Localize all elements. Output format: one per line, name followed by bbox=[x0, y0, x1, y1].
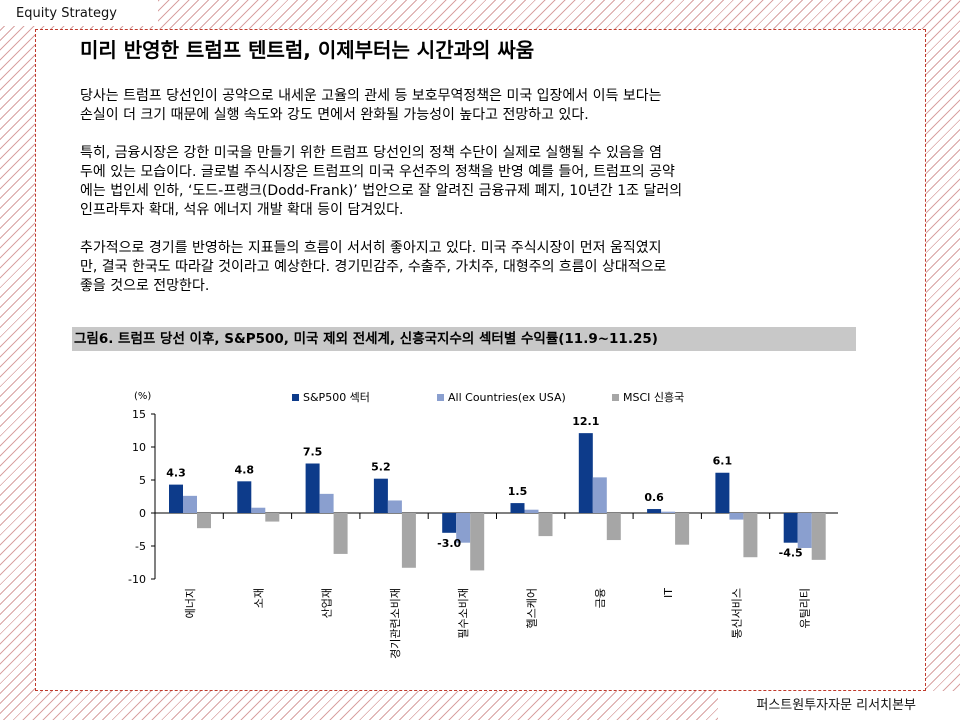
data-label: 7.5 bbox=[303, 446, 323, 459]
y-tick-label: 5 bbox=[139, 474, 146, 487]
bar-3 bbox=[333, 513, 348, 554]
category-label: 헬스케어 bbox=[526, 588, 539, 628]
bar-3 bbox=[675, 513, 690, 545]
bar-1 bbox=[373, 478, 388, 513]
y-tick-label: 10 bbox=[132, 441, 146, 454]
data-label: -4.5 bbox=[779, 547, 803, 560]
bar-2 bbox=[797, 513, 812, 548]
bar-1 bbox=[442, 513, 457, 533]
category-label: 금융 bbox=[594, 588, 607, 608]
bar-2 bbox=[183, 495, 197, 513]
legend-swatch-3 bbox=[612, 394, 619, 401]
y-tick-label: 0 bbox=[139, 507, 146, 520]
legend-label-3: MSCI 신흥국 bbox=[623, 390, 684, 404]
data-label: 4.8 bbox=[235, 463, 255, 476]
legend-swatch-1 bbox=[292, 394, 299, 401]
page-title: 미리 반영한 트럼프 텐트럼, 이제부터는 시간과의 싸움 bbox=[80, 38, 535, 62]
y-tick-label: -10 bbox=[128, 573, 146, 586]
legend-swatch-2 bbox=[437, 394, 444, 401]
bar-2 bbox=[251, 507, 266, 513]
data-label: -3.0 bbox=[437, 537, 461, 550]
bar-3 bbox=[401, 513, 416, 568]
figure-title: 그림6. 트럼프 당선 이후, S&P500, 미국 제외 전세계, 신흥국지수… bbox=[72, 327, 856, 351]
bar-2 bbox=[524, 509, 539, 513]
bar-3 bbox=[538, 513, 553, 537]
data-label: 0.6 bbox=[644, 491, 664, 504]
category-label: 산업재 bbox=[321, 588, 334, 618]
bar-3 bbox=[265, 513, 280, 522]
bar-3 bbox=[811, 513, 826, 560]
content-panel bbox=[35, 29, 926, 691]
section-label: Equity Strategy bbox=[0, 0, 158, 26]
bar-1 bbox=[510, 503, 525, 513]
bar-2 bbox=[387, 500, 402, 513]
paragraph-1: 당사는 트럼프 당선인이 공약으로 내세운 고율의 관세 등 보호무역정책은 미… bbox=[80, 88, 662, 123]
footer-source: 퍼스트원투자자문 리서치본부 bbox=[718, 691, 960, 720]
category-label: 필수소비재 bbox=[457, 588, 470, 639]
paragraph-2: 특히, 금융시장은 강한 미국을 만들기 위한 트럼프 당선인의 정책 수단이 … bbox=[80, 145, 683, 218]
bar-3 bbox=[470, 513, 485, 571]
body-text: 당사는 트럼프 당선인이 공약으로 내세운 고율의 관세 등 보호무역정책은 미… bbox=[80, 87, 820, 315]
bar-1 bbox=[169, 484, 183, 513]
bar-2 bbox=[729, 513, 744, 520]
category-label: 유틸리티 bbox=[799, 588, 812, 628]
category-label: 에너지 bbox=[184, 588, 197, 618]
bar-1 bbox=[647, 509, 662, 513]
bar-1 bbox=[578, 433, 593, 513]
legend-label-1: S&P500 섹터 bbox=[303, 391, 370, 404]
category-label: IT bbox=[662, 588, 675, 598]
bar-3 bbox=[197, 513, 211, 529]
data-label: 12.1 bbox=[572, 415, 599, 428]
y-unit-label: (%) bbox=[134, 391, 151, 402]
category-label: 경기관련소비재 bbox=[389, 588, 402, 659]
category-label: 소재 bbox=[252, 588, 265, 608]
bar-2 bbox=[592, 477, 607, 513]
bar-3 bbox=[743, 513, 758, 558]
bar-1 bbox=[305, 463, 320, 513]
bar-2 bbox=[661, 511, 676, 513]
y-tick-label: -5 bbox=[135, 540, 146, 553]
data-label: 5.2 bbox=[371, 461, 391, 474]
data-label: 4.3 bbox=[166, 467, 186, 480]
bar-3 bbox=[606, 513, 621, 541]
bar-1 bbox=[715, 472, 730, 513]
paragraph-3: 추가적으로 경기를 반영하는 지표들의 흐름이 서서히 좋아지고 있다. 미국 … bbox=[80, 240, 667, 294]
data-label: 1.5 bbox=[508, 485, 528, 498]
bar-2 bbox=[319, 493, 334, 513]
legend-label-2: All Countries(ex USA) bbox=[448, 391, 566, 404]
bar-1 bbox=[237, 481, 252, 513]
bar-1 bbox=[783, 513, 798, 543]
category-label: 통신서비스 bbox=[730, 588, 743, 639]
bar-2 bbox=[456, 513, 471, 543]
y-tick-label: 15 bbox=[132, 408, 146, 421]
data-label: 6.1 bbox=[713, 455, 733, 468]
